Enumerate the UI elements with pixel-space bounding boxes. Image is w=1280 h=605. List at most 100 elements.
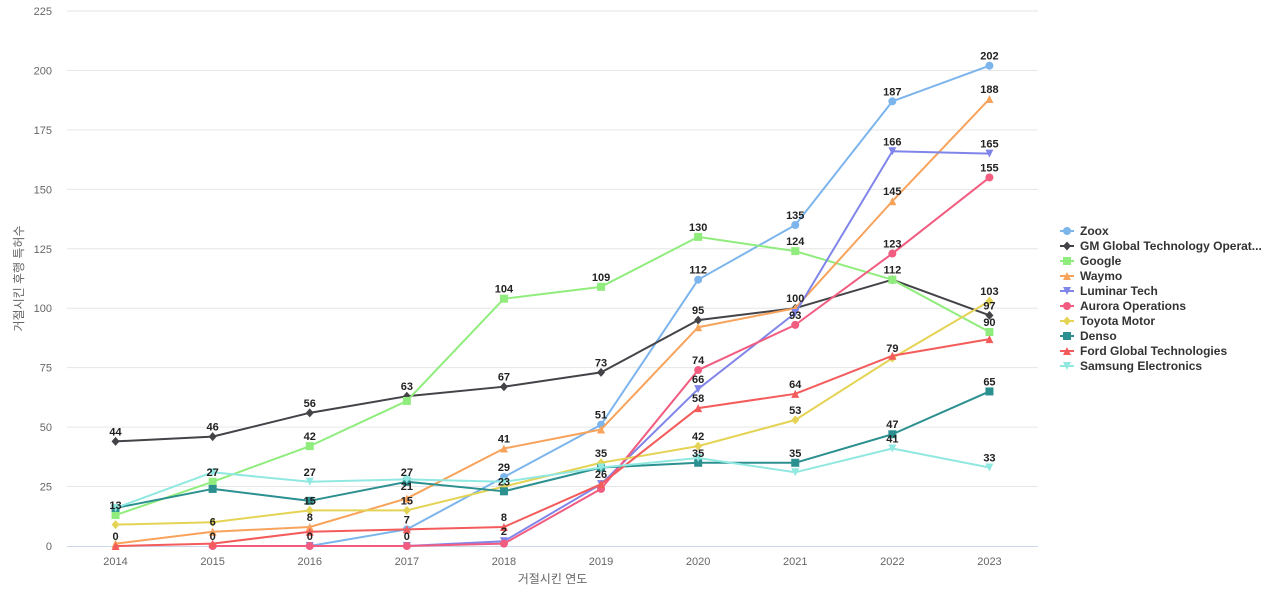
data-label-2023-103: 103: [980, 286, 998, 298]
data-point-samsung-electronics-2015: [208, 468, 217, 477]
data-label-2020-42: 42: [692, 431, 704, 443]
y-tick-label-75: 75: [40, 363, 52, 375]
data-label-2022-79: 79: [886, 343, 898, 355]
series-line-ford-global-technologies: [115, 338, 990, 547]
data-point-gm-global-technology-operat-2016: [305, 408, 314, 418]
series-line-waymo: [115, 98, 991, 545]
data-point-samsung-electronics-2014: [111, 503, 120, 512]
data-label-2015-0: 0: [210, 531, 216, 543]
data-point-luminar-tech-2022: [888, 147, 897, 156]
legend-label-luminar-tech: Luminar Tech: [1080, 284, 1158, 298]
x-tick-label-2019: 2019: [589, 556, 613, 568]
data-point-aurora-operations-2023: [985, 173, 994, 182]
data-label-2022-166: 166: [883, 136, 901, 148]
legend-item-luminar-tech[interactable]: Luminar Tech: [1060, 284, 1158, 298]
series-denso: [111, 387, 994, 512]
data-point-google-2014: [111, 511, 120, 520]
data-point-ford-global-technologies-2018: [499, 522, 508, 531]
x-tick-label-2021: 2021: [783, 556, 807, 568]
data-label-2020-130: 130: [689, 222, 707, 234]
legend-marker-ford-global-technologies: [1063, 347, 1071, 355]
data-point-waymo-2022: [888, 197, 897, 206]
legend-item-aurora-operations[interactable]: Aurora Operations: [1060, 299, 1186, 313]
data-point-ford-global-technologies-2015: [208, 539, 217, 548]
data-point-aurora-operations-2020: [694, 366, 703, 375]
legend-marker-toyota-motor: [1063, 316, 1071, 326]
series-line-gm-global-technology-operat: [115, 278, 990, 443]
data-label-2018-8: 8: [501, 512, 507, 524]
series-line-denso: [115, 390, 990, 509]
data-point-ford-global-technologies-2016: [305, 527, 314, 536]
series-ford-global-technologies: [111, 335, 994, 550]
data-label-2018-104: 104: [495, 284, 514, 296]
data-point-google-2019: [597, 282, 606, 291]
legend-item-samsung-electronics[interactable]: Samsung Electronics: [1060, 359, 1202, 373]
legend-label-aurora-operations: Aurora Operations: [1080, 299, 1186, 313]
legend-label-denso: Denso: [1080, 329, 1117, 343]
data-point-ford-global-technologies-2017: [402, 525, 411, 534]
data-label-2020-95: 95: [692, 305, 704, 317]
data-label-2017-27: 27: [401, 467, 413, 479]
data-point-ford-global-technologies-2020: [694, 404, 703, 413]
data-point-samsung-electronics-2022: [888, 444, 897, 453]
x-axis-title: 거절시킨 연도: [518, 572, 588, 586]
data-point-aurora-operations-2016: [305, 542, 314, 550]
data-point-samsung-electronics-2017: [402, 475, 411, 484]
legend-item-denso[interactable]: Denso: [1060, 329, 1117, 343]
x-tick-label-2017: 2017: [395, 556, 419, 568]
data-point-ford-global-technologies-2022: [888, 351, 897, 360]
data-point-google-2016: [305, 442, 314, 451]
series-waymo: [111, 94, 994, 548]
series-line-zoox: [309, 64, 990, 547]
data-point-google-2023: [985, 328, 994, 336]
data-point-aurora-operations-2018: [499, 539, 508, 548]
data-label-2019-26: 26: [595, 469, 607, 481]
data-label-2022-41: 41: [886, 434, 898, 446]
data-label-2018-67: 67: [498, 372, 510, 384]
data-label-2018-41: 41: [498, 434, 510, 446]
legend-item-zoox[interactable]: Zoox: [1060, 224, 1109, 238]
legend-item-ford-global-technologies[interactable]: Ford Global Technologies: [1060, 344, 1227, 358]
data-point-zoox-2022: [888, 97, 897, 106]
data-point-google-2020: [694, 232, 703, 241]
data-label-2023-155: 155: [980, 162, 998, 174]
legend-item-toyota-motor[interactable]: Toyota Motor: [1060, 314, 1155, 328]
legend-item-gm-global-technology-operat[interactable]: GM Global Technology Operat...: [1060, 239, 1262, 253]
data-point-google-2018: [499, 294, 508, 303]
data-point-luminar-tech-2020: [694, 385, 703, 394]
legend-marker-denso: [1063, 332, 1071, 340]
data-label-2016-15: 15: [304, 495, 316, 507]
legend-item-waymo[interactable]: Waymo: [1060, 269, 1122, 283]
data-label-2015-27: 27: [207, 467, 219, 479]
y-tick-label-150: 150: [34, 184, 52, 196]
x-axis-ticks: 2014 2015 2016 2017 2018 2019 2020 2021 2022 2023: [103, 556, 1001, 568]
legend-label-ford-global-technologies: Ford Global Technologies: [1080, 344, 1227, 358]
data-point-denso-2018: [499, 487, 508, 496]
data-label-2021-35: 35: [789, 448, 801, 460]
x-tick-label-2020: 2020: [686, 556, 710, 568]
data-point-toyota-motor-2015: [208, 517, 217, 527]
series-line-toyota-motor: [115, 300, 990, 526]
data-label-2018-23: 23: [498, 476, 510, 488]
x-tick-label-2018: 2018: [492, 556, 516, 568]
data-point-samsung-electronics-2019: [597, 463, 606, 472]
series-aurora-operations: [208, 173, 994, 550]
data-label-2018-29: 29: [498, 462, 510, 474]
x-tick-label-2023: 2023: [977, 556, 1001, 568]
data-label-2023-188: 188: [980, 84, 998, 96]
data-label-2014-0: 0: [112, 531, 118, 543]
x-tick-label-2016: 2016: [298, 556, 322, 568]
data-point-gm-global-technology-operat-2018: [499, 382, 508, 392]
data-point-gm-global-technology-operat-2020: [694, 315, 703, 325]
series-line-samsung-electronics: [115, 447, 990, 509]
legend-item-google[interactable]: Google: [1060, 254, 1122, 268]
data-point-aurora-operations-2017: [402, 542, 411, 550]
x-tick-label-2014: 2014: [103, 556, 127, 568]
y-tick-label-200: 200: [34, 65, 52, 77]
data-point-google-2017: [402, 396, 411, 405]
data-point-samsung-electronics-2021: [791, 468, 800, 477]
data-label-2023-97: 97: [983, 300, 995, 312]
data-label-2021-53: 53: [789, 405, 801, 417]
